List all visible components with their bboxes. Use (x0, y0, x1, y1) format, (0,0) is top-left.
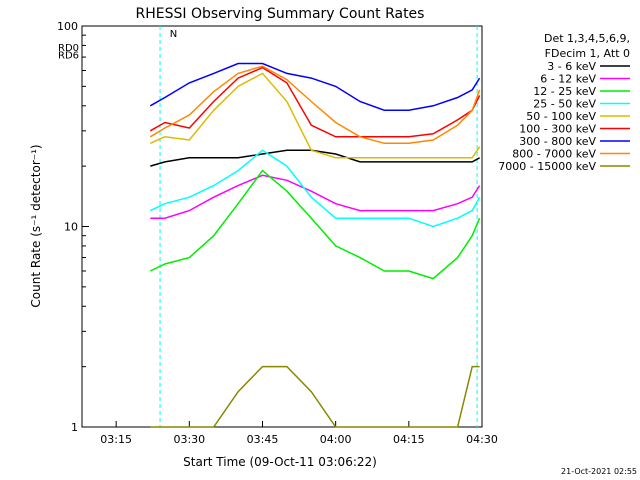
legend-label-7: 800 - 7000 keV (512, 148, 596, 161)
legend-label-3: 25 - 50 keV (533, 98, 596, 111)
y-tick-label-2: 100 (57, 20, 78, 33)
series-line-3 (149, 149, 481, 228)
legend-label-2: 12 - 25 keV (533, 85, 596, 98)
x-axis-label: Start Time (09-Oct-11 03:06:22) (183, 455, 377, 469)
series-line-5 (149, 66, 481, 138)
legend-label-1: 6 - 12 keV (540, 73, 596, 86)
legend-label-6: 300 - 800 keV (519, 135, 596, 148)
x-tick-label-0: 03:15 (100, 433, 132, 446)
series-line-6 (149, 62, 481, 112)
annotation-0: RD0 (58, 43, 79, 54)
x-tick-label-5: 04:30 (466, 433, 498, 446)
x-tick-label-2: 03:45 (247, 433, 279, 446)
x-axis-ticks: 03:15 03:30 03:45 04:00 04:15 04:30 (100, 421, 498, 446)
annotation-2: N (170, 29, 177, 40)
y-axis-label: Count Rate (s⁻¹ detector⁻¹) (29, 144, 43, 307)
x-tick-label-4: 04:15 (393, 433, 425, 446)
chart-title: RHESSI Observing Summary Count Rates (136, 6, 425, 22)
series-lines (149, 62, 481, 428)
series-line-0 (150, 149, 480, 167)
legend-label-4: 50 - 100 keV (526, 110, 596, 123)
series-line-8 (150, 365, 480, 428)
legend-label-5: 100 - 300 keV (519, 123, 596, 136)
legend-label-8: 7000 - 15000 keV (498, 160, 596, 173)
series-line-4 (149, 72, 481, 159)
series-line-7 (149, 65, 481, 145)
legend-label-0: 3 - 6 keV (547, 60, 596, 73)
series-line-2 (149, 169, 481, 280)
grid (159, 26, 478, 427)
x-tick-label-3: 04:00 (320, 433, 352, 446)
x-tick-label-1: 03:30 (173, 433, 205, 446)
annotation-1: RD6 (58, 50, 79, 61)
legend-header-1: Det 1,3,4,5,6,9, (544, 32, 630, 45)
y-axis-ticks: 1 10 100 (57, 20, 89, 434)
timestamp: 21-Oct-2021 02:55 (561, 467, 637, 476)
legend-header-2: FDecim 1, Att 0 (545, 47, 630, 60)
y-tick-label-0: 1 (71, 421, 78, 434)
series-line-1 (150, 174, 481, 219)
y-tick-label-1: 10 (64, 221, 78, 234)
